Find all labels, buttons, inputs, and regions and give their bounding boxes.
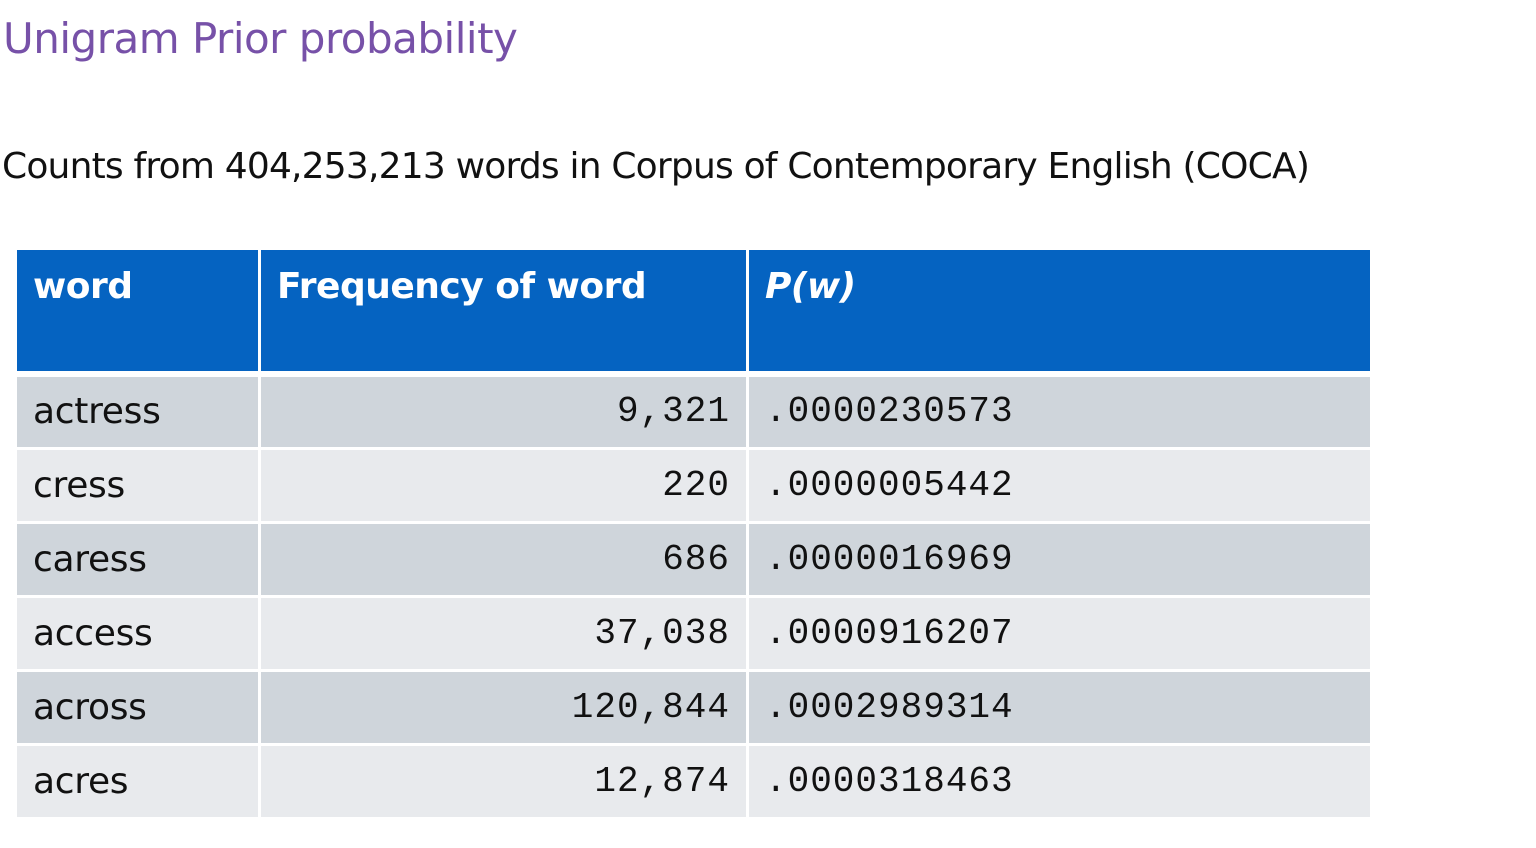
cell-probability: .0000230573 [746,372,1373,450]
header-frequency: Frequency of word [258,250,749,377]
header-word: word [14,250,261,377]
cell-frequency: 37,038 [258,594,749,672]
table-row: actress 9,321 .0000230573 [14,372,1373,450]
table-row: across 120,844 .0002989314 [14,668,1373,746]
table-row: access 37,038 .0000916207 [14,594,1373,672]
cell-frequency: 9,321 [258,372,749,450]
cell-probability: .0002989314 [746,668,1373,746]
table-row: cress 220 .0000005442 [14,446,1373,524]
cell-probability: .0000916207 [746,594,1373,672]
cell-frequency: 220 [258,446,749,524]
cell-frequency: 686 [258,520,749,598]
cell-word: acres [14,742,261,820]
table-header-row: word Frequency of word P(w) [14,250,1373,377]
cell-probability: .0000016969 [746,520,1373,598]
cell-frequency: 120,844 [258,668,749,746]
cell-frequency: 12,874 [258,742,749,820]
cell-word: caress [14,520,261,598]
cell-word: actress [14,372,261,450]
header-probability: P(w) [746,250,1373,377]
cell-probability: .0000318463 [746,742,1373,820]
table-row: caress 686 .0000016969 [14,520,1373,598]
frequency-table: word Frequency of word P(w) actress 9,32… [14,250,1373,820]
slide-subtitle: Counts from 404,253,213 words in Corpus … [2,146,1310,187]
cell-word: across [14,668,261,746]
cell-probability: .0000005442 [746,446,1373,524]
cell-word: cress [14,446,261,524]
slide-title: Unigram Prior probability [3,14,518,63]
table-row: acres 12,874 .0000318463 [14,742,1373,820]
cell-word: access [14,594,261,672]
